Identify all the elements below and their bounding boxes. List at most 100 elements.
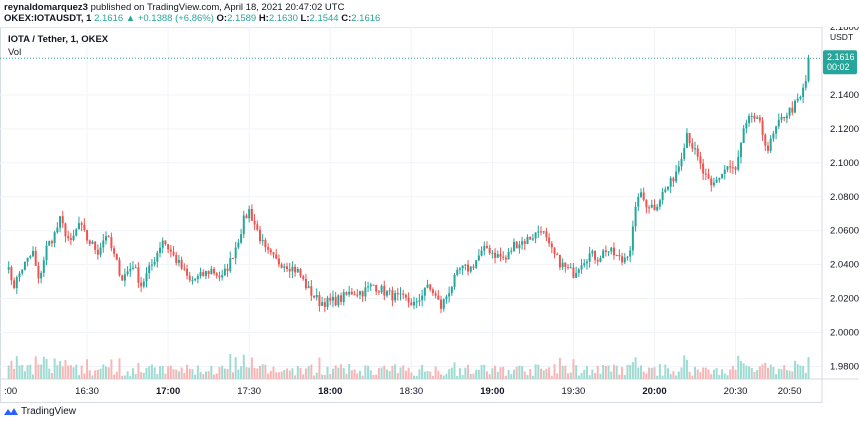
candle-body (307, 286, 310, 289)
candle-body (510, 250, 513, 252)
candle-body (710, 178, 713, 186)
axis-unit-label: USDT (830, 32, 853, 42)
volume-bar (799, 365, 802, 379)
volume-bar (737, 355, 740, 379)
volume-bar (407, 367, 410, 379)
x-tick-label: 19:00 (480, 386, 504, 397)
price-axis[interactable] (822, 27, 859, 403)
candle-body (140, 282, 143, 287)
volume-bar (726, 375, 729, 379)
volume-bar (567, 373, 570, 379)
volume-bar (564, 365, 567, 379)
candle-body (407, 297, 410, 303)
volume-bar (118, 358, 121, 379)
volume-bar (550, 375, 553, 379)
volume-bar (612, 364, 615, 379)
volume-bar (753, 371, 756, 379)
volume-bar (507, 369, 510, 379)
candle-body (221, 275, 224, 278)
volume-bar (504, 375, 507, 379)
candle-body (723, 169, 726, 174)
candle-body (383, 285, 386, 296)
candle-body (615, 254, 618, 256)
author-name[interactable]: reynaldomarquez3 (4, 2, 88, 13)
volume-bar (145, 367, 148, 379)
high-label: H: (258, 13, 269, 24)
volume-bar (699, 372, 702, 379)
volume-bar (196, 365, 199, 379)
volume-bar (602, 364, 605, 379)
volume-bar (461, 374, 464, 379)
candle-body (718, 177, 721, 180)
volume-bar (337, 367, 340, 379)
candle-body (61, 216, 64, 224)
price-chart[interactable]: :00 16:30 17:00 17:30 18:00 18:30 19:00 19:30 20… (0, 27, 859, 403)
candle-body (302, 276, 305, 279)
volume-bar (288, 370, 291, 379)
candle-body (521, 241, 524, 245)
volume-bar (542, 370, 545, 379)
volume-bar (769, 364, 772, 379)
volume-bar (537, 364, 540, 379)
volume-bar (548, 367, 551, 379)
candle-body (618, 254, 621, 257)
candle-body (237, 242, 240, 248)
candle-body (340, 295, 343, 302)
candle-body (210, 268, 213, 274)
candle-body (796, 98, 799, 101)
candle-body (399, 293, 402, 295)
volume-bar (199, 371, 202, 379)
volume-bar (556, 373, 559, 379)
volume-bar (150, 364, 153, 379)
volume-bar (131, 368, 134, 379)
volume-bar (231, 372, 234, 379)
brand-name[interactable]: TradingView (21, 406, 77, 417)
volume-bar (107, 367, 110, 379)
candle-body (80, 223, 83, 225)
volume-label[interactable]: Vol (8, 47, 22, 58)
volume-bar (75, 364, 78, 379)
volume-bar (321, 374, 324, 379)
volume-bar (59, 361, 62, 379)
candle-body (272, 252, 275, 255)
volume-bar (48, 368, 51, 379)
candle-body (502, 256, 505, 258)
candle-body (64, 223, 67, 237)
volume-bar (313, 375, 316, 379)
candle-body (753, 115, 756, 119)
volume-bar (326, 366, 329, 379)
volume-bar (677, 371, 680, 379)
candle-body (575, 272, 578, 278)
candle-body (277, 258, 280, 265)
series-title[interactable]: IOTA / Tether, 1, OKEX (8, 34, 109, 45)
volume-bar (383, 365, 386, 379)
volume-bar (140, 372, 143, 379)
volume-bar (302, 374, 305, 379)
candle-body (553, 247, 556, 254)
candle-body (540, 231, 543, 233)
candle-body (780, 116, 783, 120)
candle-body (685, 133, 688, 149)
candle-body (704, 173, 707, 175)
candle-body (380, 285, 383, 293)
x-tick-label: 20:30 (724, 386, 748, 397)
candle-body (240, 234, 243, 243)
last-price-tag[interactable] (823, 50, 857, 75)
volume-bar (361, 375, 364, 379)
volume-bar (315, 372, 318, 379)
volume-bar (304, 368, 307, 379)
volume-bar (329, 374, 332, 379)
candle-body (40, 272, 43, 279)
candle-body (148, 265, 151, 274)
volume-bar (748, 366, 751, 379)
volume-bar (161, 366, 164, 379)
volume-bar (86, 359, 89, 379)
candle-body (156, 252, 159, 262)
candle-body (245, 215, 248, 219)
volume-bar (783, 365, 786, 379)
volume-bar (323, 374, 326, 379)
volume-bar (702, 367, 705, 379)
volume-bar (253, 367, 256, 379)
candle-body (215, 273, 218, 276)
volume-bar (188, 368, 191, 379)
